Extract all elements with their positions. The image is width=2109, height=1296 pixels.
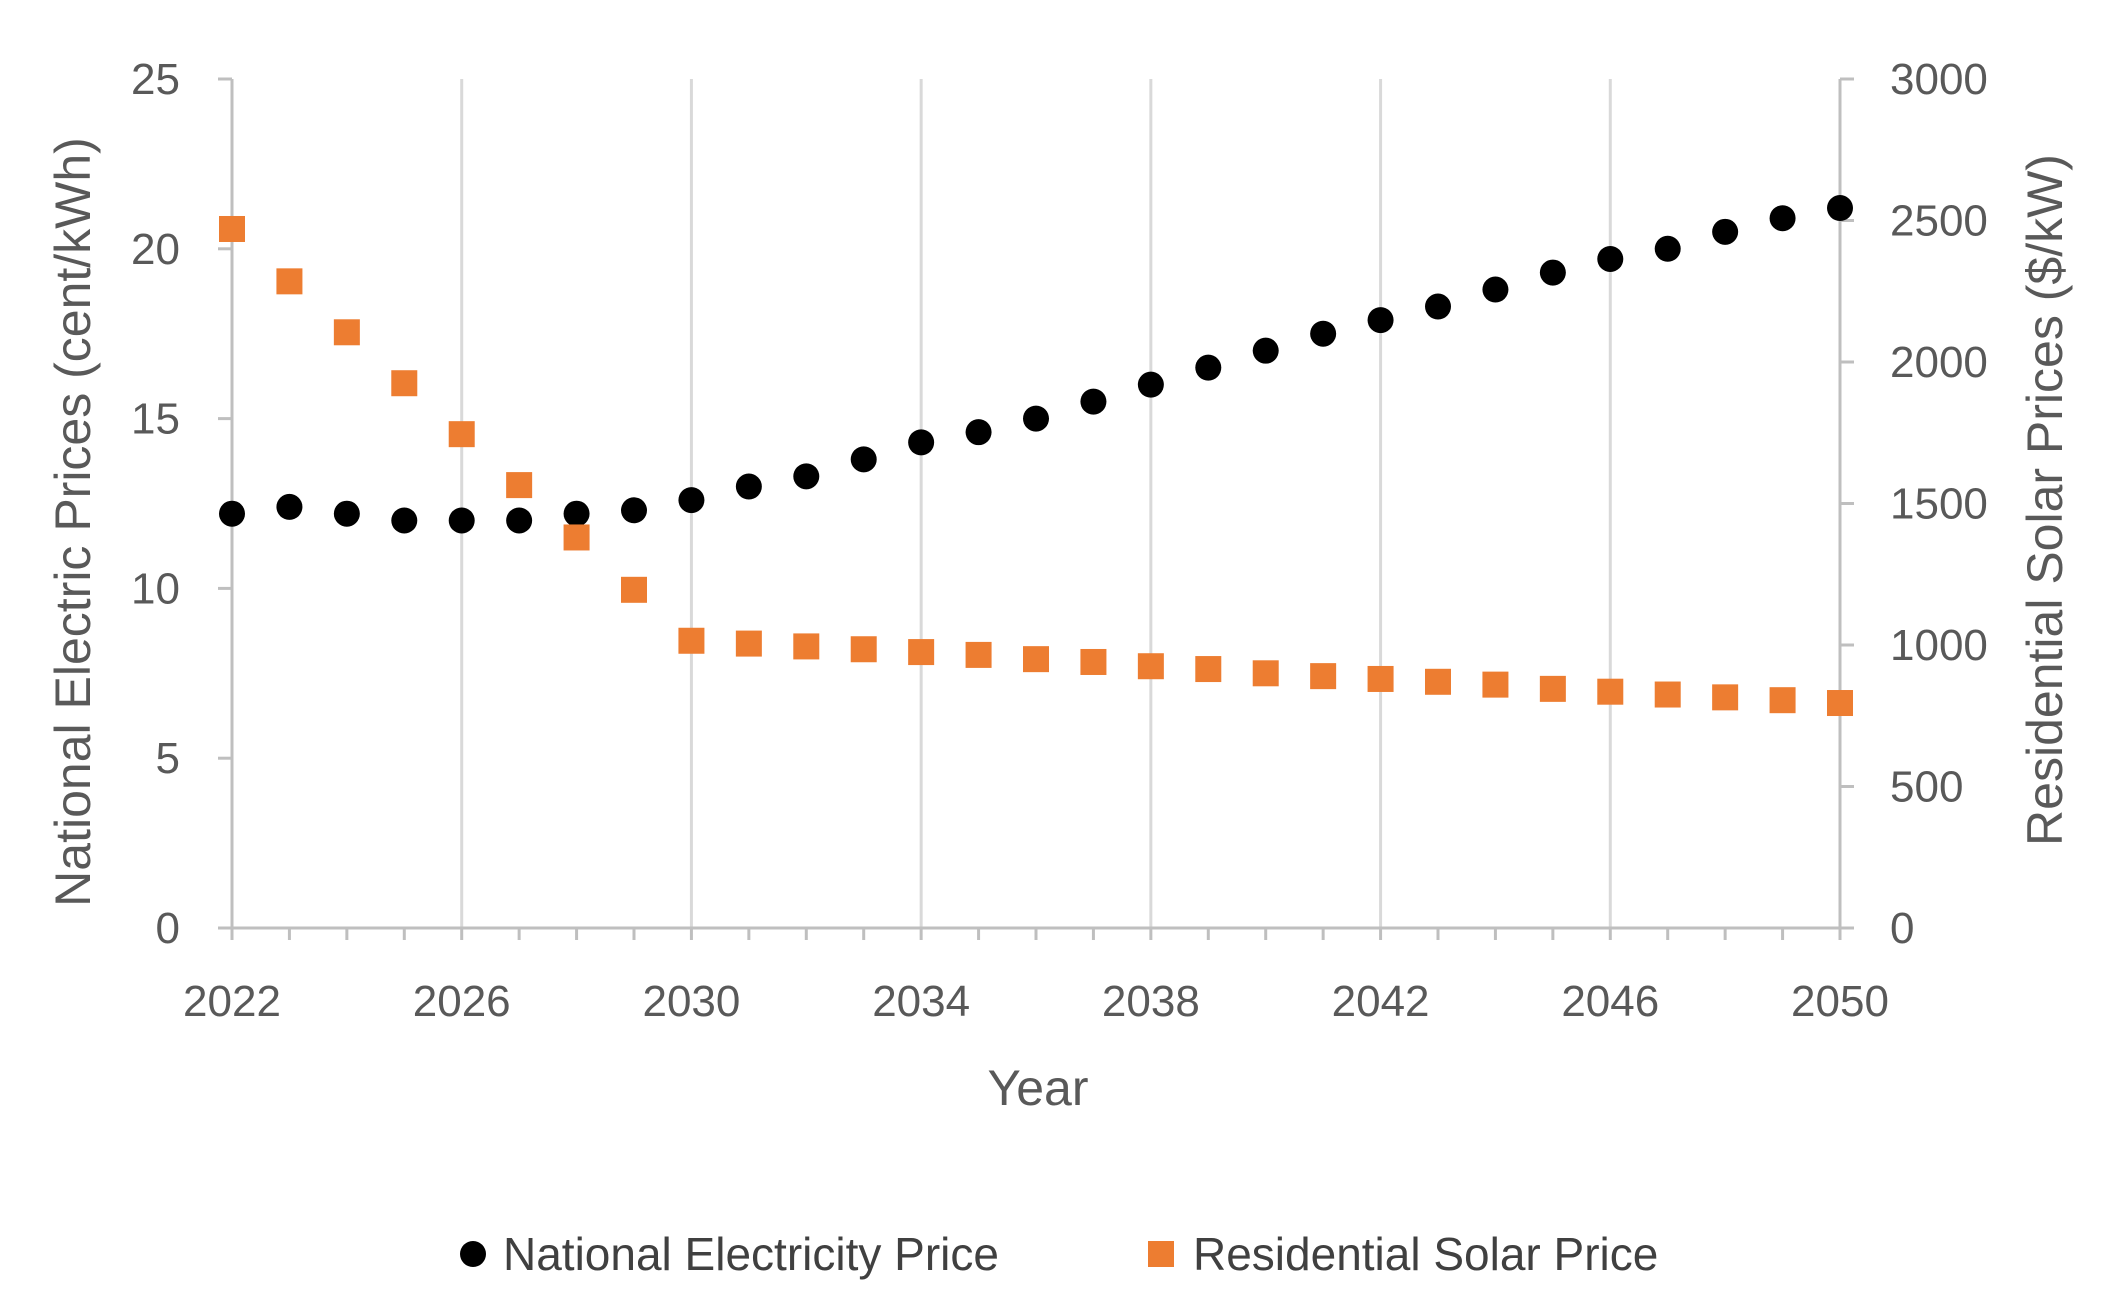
point-residential-solar-price-2047 [1654,681,1681,708]
legend-marker-residential-solar-price [1148,1241,1174,1267]
y-right-tick-label-1500: 1500 [1890,480,1988,529]
y-right-tick-label-2500: 2500 [1890,197,1988,246]
x-tick-label-2050: 2050 [1791,977,1889,1026]
point-national-electricity-price-2026 [448,507,475,534]
point-residential-solar-price-2032 [793,633,820,660]
point-residential-solar-price-2040 [1252,660,1279,687]
point-residential-solar-price-2042 [1367,665,1394,692]
point-national-electricity-price-2048 [1712,218,1739,245]
y-right-tick-label-3000: 3000 [1890,55,1988,104]
point-residential-solar-price-2022 [219,215,245,242]
legend: National Electricity Price Residential S… [460,1228,1658,1280]
axes [218,77,1854,940]
point-national-electricity-price-2023 [276,493,303,520]
point-national-electricity-price-2033 [850,446,877,473]
point-national-electricity-price-2037 [1080,388,1107,415]
point-national-electricity-price-2022 [219,500,245,527]
point-national-electricity-price-2050 [1827,195,1853,222]
point-national-electricity-price-2046 [1597,245,1624,272]
point-national-electricity-price-2040 [1252,337,1279,364]
point-national-electricity-price-2043 [1425,293,1451,320]
y-right-axis-title: Residential Solar Prices ($/kW) [2017,154,2073,846]
point-residential-solar-price-2035 [965,641,992,668]
point-residential-solar-price-2033 [850,636,877,663]
point-residential-solar-price-2044 [1482,671,1509,698]
y-left-tick-label-25: 25 [131,55,180,104]
point-national-electricity-price-2030 [678,487,705,514]
y-right-tick-label-0: 0 [1890,904,1914,953]
point-national-electricity-price-2034 [908,429,935,456]
point-national-electricity-price-2038 [1137,371,1164,398]
point-national-electricity-price-2028 [563,500,590,527]
point-residential-solar-price-2043 [1425,668,1451,695]
y-left-tick-labels: 0 5 10 15 20 25 [131,55,180,953]
x-tick-label-2042: 2042 [1332,977,1430,1026]
data-marks [219,195,1853,717]
point-residential-solar-price-2036 [1023,646,1049,673]
point-residential-solar-price-2030 [678,627,705,654]
point-residential-solar-price-2024 [333,319,360,346]
y-left-tick-label-5: 5 [156,734,180,783]
point-residential-solar-price-2046 [1597,678,1624,705]
x-tick-label-2038: 2038 [1102,977,1200,1026]
y-left-tick-label-15: 15 [131,395,180,444]
point-residential-solar-price-2050 [1827,690,1853,717]
x-axis-title: Year [987,1060,1088,1116]
point-residential-solar-price-2026 [448,421,475,448]
point-national-electricity-price-2032 [793,463,820,490]
point-national-electricity-price-2024 [333,500,360,527]
y-left-tick-label-10: 10 [131,564,180,613]
point-residential-solar-price-2034 [908,639,935,666]
point-residential-solar-price-2049 [1769,687,1796,714]
point-national-electricity-price-2039 [1195,354,1222,381]
y-left-tick-label-20: 20 [131,225,180,274]
x-tick-labels: 2022 2026 2030 2034 2038 2042 2046 2050 [183,977,1889,1026]
point-residential-solar-price-2031 [735,630,762,657]
x-tick-label-2026: 2026 [413,977,511,1026]
point-national-electricity-price-2036 [1023,405,1049,432]
x-tick-label-2030: 2030 [642,977,740,1026]
y-right-tick-label-500: 500 [1890,763,1963,812]
y-right-tick-label-1000: 1000 [1890,621,1988,670]
point-national-electricity-price-2041 [1310,320,1337,347]
point-national-electricity-price-2045 [1539,259,1566,286]
point-national-electricity-price-2035 [965,419,992,446]
point-residential-solar-price-2029 [621,576,647,603]
x-tick-label-2046: 2046 [1561,977,1659,1026]
point-residential-solar-price-2023 [276,268,303,295]
legend-marker-national-electricity-price [460,1241,486,1267]
y-right-tick-labels: 0 500 1000 1500 2000 2500 3000 [1890,55,1988,953]
point-residential-solar-price-2038 [1137,653,1164,680]
point-national-electricity-price-2044 [1482,276,1509,303]
point-residential-solar-price-2037 [1080,648,1107,675]
legend-label-residential-solar-price: Residential Solar Price [1193,1228,1658,1280]
point-residential-solar-price-2025 [391,370,418,397]
point-residential-solar-price-2039 [1195,656,1222,683]
x-tick-label-2034: 2034 [872,977,970,1026]
point-national-electricity-price-2029 [621,497,647,524]
point-national-electricity-price-2047 [1654,235,1681,262]
y-right-tick-label-2000: 2000 [1890,338,1988,387]
point-residential-solar-price-2045 [1539,675,1566,702]
point-residential-solar-price-2028 [563,524,590,551]
point-national-electricity-price-2027 [506,507,533,534]
point-national-electricity-price-2031 [735,473,762,500]
point-residential-solar-price-2048 [1712,684,1739,711]
y-left-tick-label-0: 0 [156,904,180,953]
x-tick-label-2022: 2022 [183,977,281,1026]
legend-label-national-electricity-price: National Electricity Price [503,1228,999,1280]
point-residential-solar-price-2041 [1310,663,1337,690]
point-national-electricity-price-2025 [391,507,418,534]
y-left-axis-title: National Electric Prices (cent/kWh) [45,137,101,907]
grid-lines [460,79,1842,928]
point-residential-solar-price-2027 [506,472,533,499]
point-national-electricity-price-2042 [1367,307,1394,334]
point-national-electricity-price-2049 [1769,205,1796,232]
